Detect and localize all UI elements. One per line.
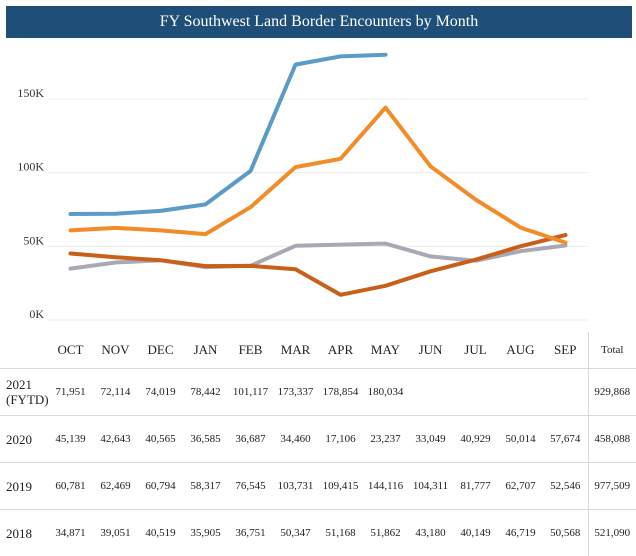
month-header: MAR (273, 332, 318, 369)
month-header: OCT (48, 332, 93, 369)
table-cell: 36,751 (228, 510, 273, 556)
total-header: Total (588, 332, 636, 369)
month-header: FEB (228, 332, 273, 369)
month-header: JUL (453, 332, 498, 369)
table-cell: 101,117 (228, 369, 273, 416)
y-axis-ticks: 0K 50K 100K 150K (17, 86, 44, 321)
table-cell: 62,707 (498, 463, 543, 510)
series-line-2019 (71, 108, 566, 243)
month-header: SEP (543, 332, 588, 369)
table-cell: 45,139 (48, 416, 93, 463)
table-cell: 78,442 (183, 369, 228, 416)
row-total: 977,509 (588, 463, 636, 510)
table-cell: 60,794 (138, 463, 183, 510)
table-cell: 109,415 (318, 463, 363, 510)
table-cell: 42,643 (93, 416, 138, 463)
row-total: 521,090 (588, 510, 636, 556)
table-cell: 46,719 (498, 510, 543, 556)
year-label: 2021 (FYTD) (0, 369, 48, 416)
y-tick-label: 0K (29, 307, 44, 321)
series-lines (71, 55, 566, 295)
table-cell: 103,731 (273, 463, 318, 510)
year-label: 2019 (0, 463, 48, 510)
table-cell: 34,460 (273, 416, 318, 463)
table-cell: 144,116 (363, 463, 408, 510)
table-cell: 57,674 (543, 416, 588, 463)
table-cell: 178,854 (318, 369, 363, 416)
table-cell: 71,951 (48, 369, 93, 416)
year-label: 2018 (0, 510, 48, 556)
table-cell: 180,034 (363, 369, 408, 416)
table-cell: 40,565 (138, 416, 183, 463)
table-cell: 60,781 (48, 463, 93, 510)
month-header: MAY (363, 332, 408, 369)
line-chart: 0K 50K 100K 150K (0, 40, 636, 332)
series-line-2021 (71, 55, 386, 214)
gridlines (48, 99, 588, 320)
table-cell (498, 369, 543, 416)
chart-title: FY Southwest Land Border Encounters by M… (6, 6, 632, 38)
table-cell: 40,519 (138, 510, 183, 556)
table-cell: 36,687 (228, 416, 273, 463)
table-cell: 40,149 (453, 510, 498, 556)
table-cell: 58,317 (183, 463, 228, 510)
month-header: AUG (498, 332, 543, 369)
table-cell: 33,049 (408, 416, 453, 463)
table-cell: 81,777 (453, 463, 498, 510)
month-header: NOV (93, 332, 138, 369)
table-cell: 74,019 (138, 369, 183, 416)
y-tick-label: 50K (23, 233, 44, 247)
table-cell: 36,585 (183, 416, 228, 463)
header-corner (0, 332, 48, 369)
row-total: 458,088 (588, 416, 636, 463)
table-cell: 76,545 (228, 463, 273, 510)
table-cell: 34,871 (48, 510, 93, 556)
month-header: JAN (183, 332, 228, 369)
table-cell: 17,106 (318, 416, 363, 463)
table-cell (453, 369, 498, 416)
table-cell: 50,568 (543, 510, 588, 556)
table-cell: 23,237 (363, 416, 408, 463)
table-cell: 62,469 (93, 463, 138, 510)
table-cell: 50,347 (273, 510, 318, 556)
table-cell: 72,114 (93, 369, 138, 416)
table-cell: 104,311 (408, 463, 453, 510)
year-label: 2020 (0, 416, 48, 463)
table-cell: 52,546 (543, 463, 588, 510)
table-cell: 173,337 (273, 369, 318, 416)
table-cell: 35,905 (183, 510, 228, 556)
table-cell: 39,051 (93, 510, 138, 556)
y-tick-label: 150K (17, 86, 44, 100)
month-header: DEC (138, 332, 183, 369)
y-tick-label: 100K (17, 160, 44, 174)
table-cell: 43,180 (408, 510, 453, 556)
table-cell: 51,862 (363, 510, 408, 556)
table-cell: 40,929 (453, 416, 498, 463)
table-cell: 50,014 (498, 416, 543, 463)
row-total: 929,868 (588, 369, 636, 416)
table-cell (408, 369, 453, 416)
month-header: JUN (408, 332, 453, 369)
table-cell: 51,168 (318, 510, 363, 556)
month-header: APR (318, 332, 363, 369)
table-cell (543, 369, 588, 416)
